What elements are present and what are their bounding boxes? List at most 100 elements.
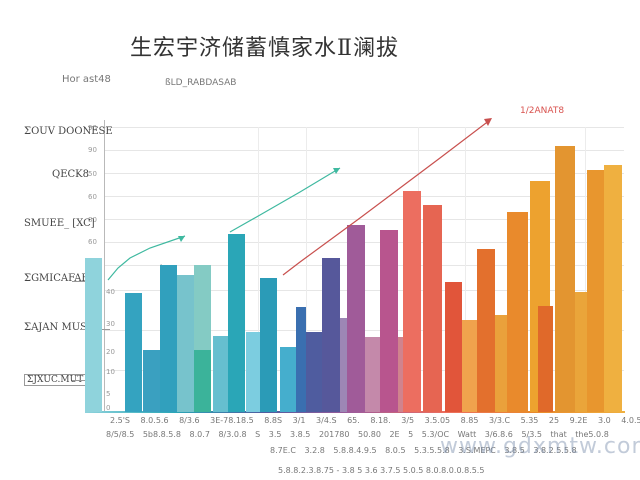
x-label: 201780 50.80 2E 5 5.3/OC <box>318 430 450 439</box>
grid-line <box>585 127 586 412</box>
x-label: 8.85 3/3.C <box>460 416 511 425</box>
y-tick: 20 <box>106 348 115 356</box>
x-labels-row: 5.8.8.2.3.8.75 - 3.8 5 3.6 3.7.5 5.0.5 8… <box>278 466 484 475</box>
x-label: 8.0.7 8/3.0.8 S 3.5 <box>189 430 282 439</box>
x-label: 8.0.5.6 <box>140 416 169 425</box>
x-labels-row: 8/5/8.5 5b8.8.5.8 8.0.7 8/3.0.8 S 3.5 3.… <box>106 430 640 439</box>
side-label: SMUEE_ [XC] <box>24 218 95 229</box>
bar <box>423 205 442 412</box>
teal-trend-line <box>107 235 186 281</box>
bar <box>85 258 102 412</box>
bar <box>306 332 322 412</box>
x-label: 5.3.5.5.8 3.S.MEPC <box>414 446 496 455</box>
y-tick: 10 <box>106 368 115 376</box>
bar <box>403 191 421 412</box>
x-label: 3/5 <box>401 416 415 425</box>
bar <box>177 275 194 412</box>
bar <box>340 318 347 412</box>
bar <box>587 170 604 412</box>
x-label: 5/3.5 that the5.0.8 <box>521 430 609 439</box>
bar <box>365 337 380 412</box>
grid-line <box>104 196 624 197</box>
chart-subtitle-right: ßLD_RABDASAB <box>165 78 237 88</box>
legend-label: 1/2ANAT8 <box>520 106 565 116</box>
leader-line <box>72 380 92 381</box>
bar <box>322 258 340 412</box>
x-label: 5.8.8.4.9.5 <box>333 446 377 455</box>
y-tick: 0 <box>106 404 111 412</box>
y-tick: 5 <box>106 390 111 398</box>
grid-line <box>104 173 624 174</box>
x-label: 5.8.8.2.3.8.75 - 3.8 5 3.6 3.7.5 5.0.5 8… <box>278 466 485 475</box>
bar-annotation: · <box>160 261 163 269</box>
grid-line <box>306 127 307 412</box>
x-label: 3.8.5 3.8.2.5.5.8 <box>504 446 577 455</box>
bar <box>280 347 296 412</box>
y-tick: 40 <box>106 288 115 296</box>
y-tick: 90 <box>88 146 97 154</box>
grid-line <box>465 127 466 412</box>
leader-line <box>72 281 86 282</box>
grid-line <box>104 219 624 220</box>
bar <box>604 165 622 412</box>
x-label: 8.8S 3/1 <box>264 416 306 425</box>
bar <box>228 234 245 412</box>
x-label: 3/4.S 65. 8.18. <box>316 416 391 425</box>
grid-line <box>104 150 624 151</box>
side-label: QECK8 <box>52 169 89 180</box>
y-tick: 30 <box>106 320 115 328</box>
x-label: 5.35 25 9.2E 3.0 4.0.5 <box>520 416 640 425</box>
bar <box>194 350 211 412</box>
bar <box>296 307 306 412</box>
x-label: 8.7E.C 3.2.8 <box>270 446 325 455</box>
bar <box>260 278 277 412</box>
x-labels-row: 2.5'S 8.0.5.6 8/3.6 3Ε-78.18.5 8.8S 3/1 … <box>110 416 640 425</box>
bar <box>125 293 142 412</box>
grid-line <box>104 127 624 128</box>
bar <box>575 292 587 412</box>
x-label: 8.0.5 <box>385 446 406 455</box>
arrow-head-icon <box>333 168 340 174</box>
bar <box>160 265 177 412</box>
y-axis <box>104 120 105 412</box>
x-labels-row: 8.7E.C 3.2.8 5.8.8.4.9.5 8.0.5 5.3.5.5.8… <box>270 446 640 455</box>
bar <box>462 320 477 412</box>
y-tick: 60 <box>88 193 97 201</box>
chart-title: 生宏宇济储蓄慎家水Ⅱ澜拔 <box>130 36 399 61</box>
x-label: 2.5'S <box>110 416 130 425</box>
arrow-head-icon <box>484 118 492 126</box>
teal-trend-line <box>229 167 341 233</box>
x-label: 5b8.8.5.8 <box>142 430 181 439</box>
x-label: 3.5.05 <box>424 416 451 425</box>
y-tick: 60 <box>88 238 97 246</box>
bar <box>213 336 228 412</box>
bar <box>507 212 528 412</box>
red-trend-line <box>282 119 491 276</box>
y-tick: 90 <box>88 124 97 132</box>
y-tick: 80 <box>88 216 97 224</box>
bar <box>445 282 462 412</box>
bar <box>347 225 365 412</box>
bar <box>143 350 160 412</box>
arrow-head-icon <box>178 236 185 242</box>
bar <box>380 230 398 412</box>
x-axis <box>85 411 625 413</box>
x-label: 8/3.6 3Ε-78.18.5 <box>179 416 254 425</box>
y-tick: 50 <box>88 170 97 178</box>
bar <box>495 315 507 412</box>
x-label: 3.8.5 <box>290 430 311 439</box>
x-label: Watt 3/6.8.6 <box>457 430 513 439</box>
side-label: ΣAJAN MUSEK <box>24 322 102 333</box>
grid-line <box>258 127 259 412</box>
bar <box>538 306 553 412</box>
bar <box>477 249 495 412</box>
bar <box>555 146 575 412</box>
x-label: 8/5/8.5 <box>106 430 135 439</box>
bar <box>398 337 403 412</box>
side-label: ΣOUV DOONESE <box>24 126 113 137</box>
bar <box>246 332 260 412</box>
chart-subtitle-left: Hor ast48 <box>62 74 111 85</box>
watermark: www.gdxmtw.com <box>440 434 640 459</box>
side-label: ΣGMICAFAB <box>24 273 89 284</box>
